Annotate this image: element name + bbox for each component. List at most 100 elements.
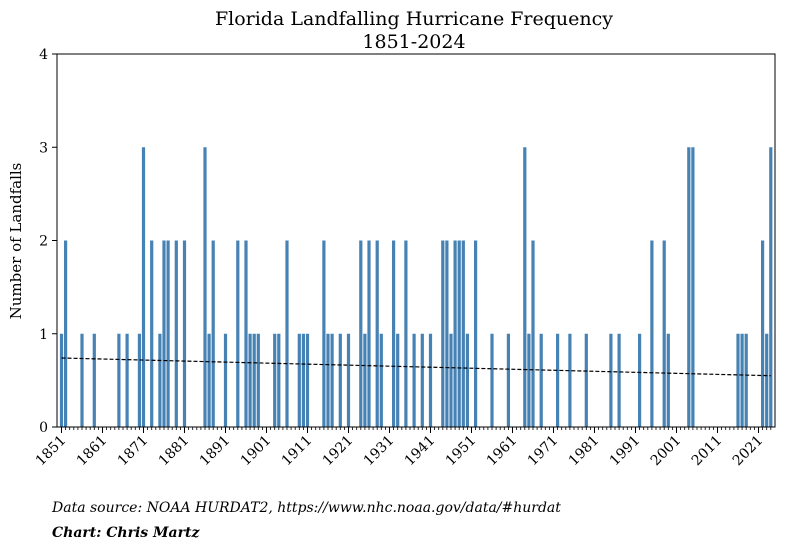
y-axis: 0 1 2 3 4: [39, 47, 57, 436]
x-tick-label: 1921: [320, 433, 357, 470]
bar-1928: [375, 240, 379, 427]
x-tick-label: 1871: [115, 433, 152, 470]
bar-1945: [445, 240, 449, 427]
y-tick-label: 4: [39, 47, 48, 63]
trend-line: [61, 357, 771, 377]
y-tick-label: 1: [39, 327, 48, 343]
x-tick-label: 1891: [197, 433, 234, 470]
bar-1911: [305, 333, 310, 427]
x-tick-label: 2001: [648, 433, 685, 470]
bar-1915: [322, 240, 326, 427]
bar-1871: [141, 147, 146, 427]
bar-1950: [465, 333, 469, 427]
bar-1865: [117, 333, 121, 427]
bar-2022: [761, 240, 765, 427]
bar-1999: [666, 333, 670, 427]
bar-1939: [420, 333, 424, 427]
x-tick-label: 1991: [607, 433, 644, 470]
bar-1968: [539, 333, 543, 427]
bar-1935: [404, 240, 408, 427]
x-tick-label: 1981: [566, 433, 603, 470]
bar-1888: [211, 240, 215, 427]
bar-1897: [248, 333, 252, 427]
bar-1873: [150, 240, 154, 427]
bar-2017: [740, 333, 744, 427]
bar-1909: [297, 333, 301, 427]
bar-2023: [765, 333, 769, 427]
bar-1904: [277, 333, 281, 427]
bar-1960: [506, 333, 510, 427]
bar-1966: [531, 240, 535, 427]
bar-1903: [273, 333, 277, 427]
bar-1937: [412, 333, 416, 427]
bar-1877: [166, 240, 170, 427]
data-source-note: Data source: NOAA HURDAT2, https://www.n…: [52, 500, 561, 516]
bar-1876: [162, 240, 166, 427]
bar-1947: [453, 240, 457, 427]
bar-1946: [449, 333, 453, 427]
bar-1899: [256, 333, 260, 427]
bar-1985: [609, 333, 613, 427]
chart-subtitle: 1851-2024: [362, 31, 465, 53]
bar-1965: [527, 333, 531, 427]
bar-1856: [80, 333, 84, 427]
bar-1875: [158, 333, 162, 427]
bar-1891: [223, 333, 228, 427]
bar-1987: [617, 333, 621, 427]
x-tick-label: 1901: [238, 433, 275, 470]
bar-1851: [59, 333, 64, 427]
chart-credit: Chart: Chris Martz: [52, 525, 200, 541]
bar-1952: [474, 240, 478, 427]
bar-1949: [461, 240, 465, 427]
bar-1896: [244, 240, 248, 427]
bar-1929: [379, 333, 383, 427]
bar-1917: [330, 333, 334, 427]
bar-1944: [441, 240, 445, 427]
bar-1859: [92, 333, 96, 427]
bar-1933: [396, 333, 400, 427]
bar-1887: [207, 333, 211, 427]
bar-2005: [691, 147, 695, 427]
chart-title: Florida Landfalling Hurricane Frequency: [215, 8, 613, 30]
bar-1956: [490, 333, 494, 427]
bar-1879: [174, 240, 178, 427]
bar-2016: [736, 333, 740, 427]
bar-1972: [556, 333, 560, 427]
bar-group: [59, 147, 773, 427]
bar-1941: [428, 333, 433, 427]
bar-1998: [662, 240, 666, 427]
x-tick-label: 1881: [156, 433, 193, 470]
bar-2018: [744, 333, 748, 427]
bar-1919: [338, 333, 342, 427]
x-tick-label: 1851: [33, 433, 70, 470]
bar-1964: [523, 147, 527, 427]
bar-2004: [687, 147, 691, 427]
x-tick-label: 1931: [361, 433, 398, 470]
x-tick-label: 1961: [484, 433, 521, 470]
x-tick-label: 2021: [730, 433, 767, 470]
bar-1995: [650, 240, 654, 427]
x-axis: 1851 1861 1871 1881 1891 1901 1911 1921 1931 1941…: [33, 427, 772, 470]
x-tick-label: 1941: [402, 433, 439, 470]
bar-1916: [326, 333, 330, 427]
bar-1975: [568, 333, 572, 427]
bar-1924: [359, 240, 363, 427]
y-tick-label: 0: [39, 420, 48, 436]
bar-1898: [252, 333, 256, 427]
bar-1906: [285, 240, 289, 427]
bar-1881: [182, 240, 187, 427]
x-tick-label: 2011: [689, 433, 726, 470]
bar-1921: [346, 333, 351, 427]
bar-1926: [367, 240, 371, 427]
bar-1852: [64, 240, 68, 427]
x-tick-label: 1951: [443, 433, 480, 470]
y-tick-label: 2: [39, 234, 48, 250]
x-tick-label: 1861: [74, 433, 111, 470]
bar-1910: [301, 333, 305, 427]
bar-2024: [769, 147, 773, 427]
y-axis-label: Number of Landfalls: [7, 163, 25, 320]
bar-1979: [584, 333, 588, 427]
bar-1870: [137, 333, 141, 427]
bar-1925: [363, 333, 367, 427]
